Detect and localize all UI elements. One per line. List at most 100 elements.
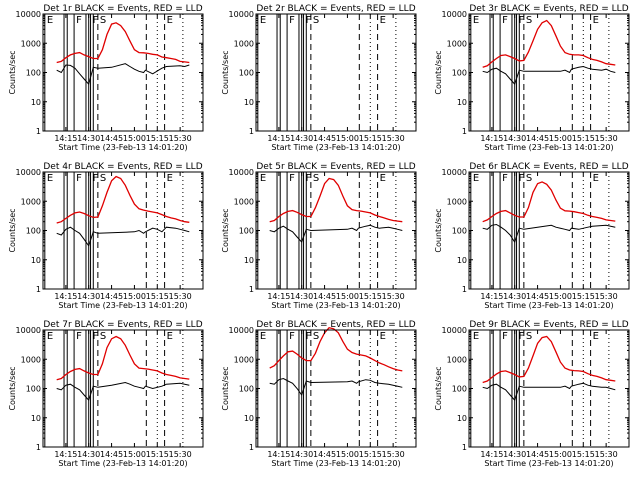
- x-tick-label: 14:30: [77, 134, 100, 143]
- x-tick-label: 15:00: [123, 134, 146, 143]
- marker-label: S: [313, 15, 319, 26]
- panel-title: Det 3r BLACK = Events, RED = LLD: [469, 4, 628, 14]
- y-tick-label: 100: [452, 227, 467, 236]
- y-tick-label: 10: [31, 414, 41, 423]
- marker-label: F: [76, 15, 82, 26]
- marker-label: S: [100, 15, 106, 26]
- marker-label: E: [593, 15, 599, 26]
- lld-series: [56, 22, 190, 64]
- x-tick-label: 15:00: [123, 292, 146, 301]
- y-tick-label: 10000: [229, 10, 254, 19]
- y-tick-label: 100: [239, 385, 254, 394]
- lld-series: [269, 177, 403, 223]
- y-tick-label: 10000: [16, 326, 41, 335]
- x-axis-label: Start Time (23-Feb-13 14:01:20): [484, 459, 613, 468]
- y-tick-label: 1: [36, 127, 41, 136]
- y-tick-label: 1000: [234, 355, 254, 364]
- x-tick-label: 15:00: [549, 450, 572, 459]
- y-tick-label: 10: [244, 256, 254, 265]
- x-axis-label: Start Time (23-Feb-13 14:01:20): [58, 143, 187, 152]
- events-series: [56, 381, 190, 402]
- x-axis-label: Start Time (23-Feb-13 14:01:20): [271, 143, 400, 152]
- events-series: [482, 223, 616, 244]
- x-tick-label: 14:15: [54, 134, 77, 143]
- x-tick-label: 14:45: [313, 450, 336, 459]
- x-tick-label: 14:45: [526, 292, 549, 301]
- y-tick-label: 100: [239, 227, 254, 236]
- panel-title: Det 6r BLACK = Events, RED = LLD: [469, 162, 628, 172]
- events-series: [56, 226, 190, 247]
- y-tick-label: 1: [249, 285, 254, 294]
- y-tick-label: 1: [462, 443, 467, 452]
- marker-label: F: [306, 173, 312, 184]
- marker-label: S: [100, 331, 106, 342]
- x-tick-label: 15:30: [169, 450, 192, 459]
- y-tick-label: 1000: [234, 39, 254, 48]
- y-tick-label: 10000: [442, 10, 467, 19]
- marker-label: E: [473, 173, 479, 184]
- y-tick-label: 100: [26, 227, 41, 236]
- marker-label: E: [167, 173, 173, 184]
- x-tick-label: 14:45: [100, 292, 123, 301]
- marker-label: F: [306, 331, 312, 342]
- marker-label: F: [502, 15, 508, 26]
- x-tick-label: 15:00: [336, 292, 359, 301]
- y-tick-label: 1: [36, 285, 41, 294]
- marker-label: E: [167, 331, 173, 342]
- y-axis-label: Counts/sec: [8, 208, 17, 252]
- y-axis-label: Counts/sec: [221, 50, 230, 94]
- y-tick-label: 1: [462, 285, 467, 294]
- marker-label: E: [380, 15, 386, 26]
- marker-label: F: [93, 15, 99, 26]
- x-tick-label: 14:30: [290, 134, 313, 143]
- x-tick-label: 15:15: [146, 292, 169, 301]
- y-tick-label: 1: [249, 127, 254, 136]
- events-series: [269, 377, 403, 397]
- marker-label: E: [593, 331, 599, 342]
- y-tick-label: 1: [462, 127, 467, 136]
- x-tick-label: 14:45: [100, 450, 123, 459]
- panel-title: Det 1r BLACK = Events, RED = LLD: [43, 4, 202, 14]
- marker-label: E: [380, 173, 386, 184]
- marker-label: F: [306, 15, 312, 26]
- y-tick-label: 1000: [21, 39, 41, 48]
- x-tick-label: 15:00: [123, 450, 146, 459]
- y-tick-label: 10000: [442, 168, 467, 177]
- panel-title: Det 5r BLACK = Events, RED = LLD: [256, 162, 415, 172]
- lld-series: [56, 175, 190, 224]
- x-tick-label: 14:45: [313, 292, 336, 301]
- panel-title: Det 8r BLACK = Events, RED = LLD: [256, 320, 415, 330]
- y-tick-label: 10000: [442, 326, 467, 335]
- marker-label: E: [167, 15, 173, 26]
- x-tick-label: 15:30: [169, 134, 192, 143]
- marker-label: F: [76, 331, 82, 342]
- x-axis-label: Start Time (23-Feb-13 14:01:20): [271, 459, 400, 468]
- y-tick-label: 1000: [447, 355, 467, 364]
- y-tick-label: 10: [457, 414, 467, 423]
- marker-label: F: [289, 173, 295, 184]
- x-tick-label: 14:15: [267, 134, 290, 143]
- lld-series: [482, 181, 616, 223]
- x-axis-label: Start Time (23-Feb-13 14:01:20): [58, 459, 187, 468]
- x-tick-label: 15:15: [572, 292, 595, 301]
- x-tick-label: 15:30: [382, 450, 405, 459]
- y-axis-label: Counts/sec: [8, 50, 17, 94]
- lld-series: [56, 335, 190, 381]
- marker-label: F: [519, 173, 525, 184]
- y-tick-label: 10: [457, 256, 467, 265]
- x-tick-label: 15:30: [382, 134, 405, 143]
- marker-label: S: [313, 173, 319, 184]
- x-tick-label: 15:30: [595, 134, 618, 143]
- marker-label: E: [260, 331, 266, 342]
- marker-label: S: [100, 173, 106, 184]
- y-tick-label: 10000: [16, 10, 41, 19]
- marker-label: E: [260, 15, 266, 26]
- y-axis-label: Counts/sec: [8, 366, 17, 410]
- marker-label: E: [380, 331, 386, 342]
- marker-label: F: [502, 331, 508, 342]
